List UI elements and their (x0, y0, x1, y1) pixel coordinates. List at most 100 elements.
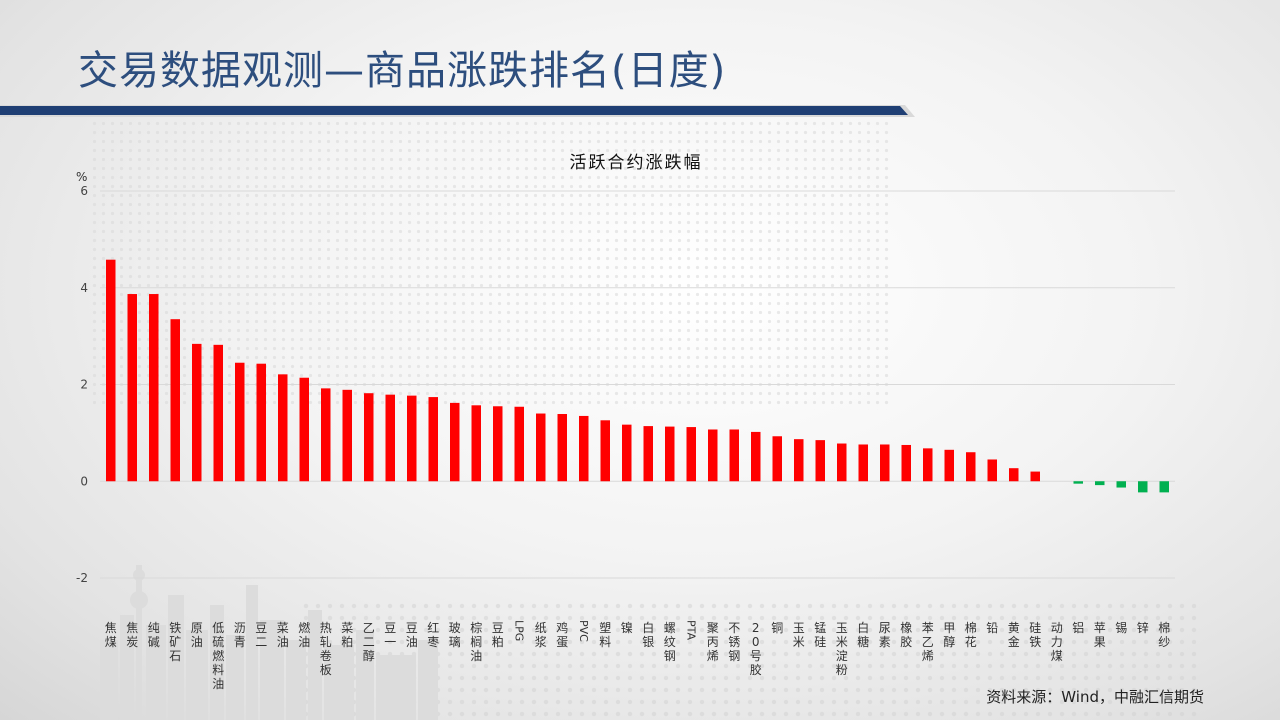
bar-聚丙烯 (708, 429, 718, 482)
x-tick-label: 纸浆 (535, 621, 547, 649)
x-tick-label: 菜油 (277, 621, 289, 649)
x-tick-label: 白银 (642, 620, 654, 649)
y-tick-label: 6 (80, 184, 88, 198)
x-tick-label: 红枣 (427, 620, 439, 649)
x-tick-label: 苹果 (1094, 621, 1106, 649)
x-tick-label: 焦煤 (105, 621, 117, 649)
x-tick-label: 原油 (191, 621, 203, 649)
x-tick-label: 玉米淀粉 (836, 621, 848, 677)
bar-白糖 (858, 444, 868, 482)
bar-豆粕 (493, 406, 503, 482)
bar-玉米 (794, 439, 804, 482)
bar-棉纱 (1159, 481, 1169, 493)
x-tick-label: 锰硅 (814, 620, 826, 649)
bar-铅 (987, 459, 997, 482)
x-tick-label: 塑料 (599, 620, 611, 649)
x-tick-label: 鸡蛋 (556, 620, 568, 649)
bar-纸浆 (536, 413, 546, 482)
bar-玉米淀粉 (837, 443, 847, 482)
bar-纯碱 (149, 294, 159, 482)
x-tick-label: 螺纹钢 (664, 621, 676, 663)
bar-20号胶 (751, 431, 761, 482)
x-tick-label: 甲醇 (943, 621, 955, 649)
x-tick-label: 豆油 (406, 621, 418, 649)
bar-镍 (622, 424, 632, 482)
bar-黄金 (1009, 468, 1019, 482)
x-tick-label: 铁矿石 (169, 621, 181, 663)
bar-焦煤 (106, 259, 116, 482)
page-title: 交易数据观测—商品涨跌排名(日度) (78, 48, 727, 94)
bar-铁矿石 (170, 319, 180, 482)
bar-焦炭 (127, 294, 137, 482)
bar-菜粕 (342, 389, 352, 482)
x-tick-label: 2 0 号胶 (750, 621, 762, 677)
x-tick-label: 豆一 (384, 621, 396, 649)
bar-铝 (1073, 481, 1083, 484)
x-tick-label: 镍 (621, 621, 633, 635)
bar-豆一 (385, 394, 395, 482)
bar-螺纹钢 (665, 426, 675, 482)
y-tick-label: 4 (80, 281, 88, 295)
bar-PVC (579, 415, 589, 482)
bar-锰硅 (815, 440, 825, 482)
x-tick-label: 棕榈油 (470, 620, 482, 663)
x-tick-label: 铜 (771, 620, 783, 635)
bar-尿素 (880, 444, 890, 482)
x-tick-label: 白糖 (857, 620, 869, 649)
x-tick-label: 玉米 (793, 621, 805, 649)
x-tick-label: 聚丙烯 (707, 621, 719, 663)
bar-LPG (514, 406, 524, 482)
floor-dots (300, 600, 1200, 720)
bar-燃油 (299, 377, 309, 482)
bar-红枣 (428, 397, 438, 482)
bar-甲醇 (944, 449, 954, 482)
y-axis-label: % (76, 170, 87, 184)
y-tick-label: 2 (80, 378, 88, 392)
x-tick-label: 棉纱 (1158, 621, 1170, 649)
bar-豆二 (256, 363, 266, 482)
bar-不锈钢 (729, 429, 739, 482)
x-tick-label: 橡胶 (900, 621, 912, 649)
bar-棕榈油 (471, 405, 481, 482)
x-tick-label: 硅铁 (1029, 621, 1041, 649)
x-tick-label: PTA (684, 620, 697, 640)
bar-鸡蛋 (557, 414, 567, 482)
bar-苹果 (1095, 481, 1105, 486)
x-tick-label: 尿素 (879, 621, 891, 649)
bars (106, 259, 1169, 493)
bar-棉花 (966, 452, 976, 482)
y-tick-label: -2 (76, 571, 88, 585)
x-tick-label: 豆二 (255, 621, 267, 649)
bar-锡 (1116, 481, 1126, 488)
bar-白银 (643, 426, 653, 482)
x-tick-label: 乙二醇 (363, 621, 375, 663)
x-tick-label: 不锈钢 (728, 621, 740, 663)
x-tick-label: 菜粕 (341, 621, 353, 649)
bar-原油 (192, 343, 202, 482)
bar-PTA (686, 427, 696, 482)
x-tick-label: 动力煤 (1051, 621, 1063, 663)
bar-乙二醇 (364, 393, 374, 482)
chart-title: 活跃合约涨跌幅 (570, 153, 703, 173)
x-tick-label: 沥青 (234, 621, 246, 649)
bar-豆油 (407, 395, 417, 482)
x-tick-label: 黄金 (1008, 621, 1020, 649)
x-tick-label: 铅 (986, 621, 998, 635)
bar-塑料 (600, 420, 610, 482)
bar-低硫燃料油 (213, 344, 223, 482)
bar-硅铁 (1030, 471, 1040, 482)
x-tick-label: 棉花 (965, 621, 977, 649)
x-tick-label: 焦炭 (126, 621, 138, 649)
y-tick-label: 0 (80, 474, 88, 488)
x-tick-label: 玻璃 (449, 621, 461, 649)
x-tick-label: LPG (512, 620, 525, 641)
y-axis-ticks: -2 0 2 4 6 (76, 184, 88, 585)
bar-橡胶 (901, 444, 911, 482)
bar-铜 (772, 436, 782, 482)
x-tick-label: 锌 (1137, 621, 1149, 635)
x-tick-label: 豆粕 (492, 621, 504, 649)
x-tick-label: 纯碱 (148, 621, 160, 649)
x-tick-label: 锡 (1115, 620, 1127, 635)
x-tick-label: 热轧卷板 (320, 621, 332, 677)
